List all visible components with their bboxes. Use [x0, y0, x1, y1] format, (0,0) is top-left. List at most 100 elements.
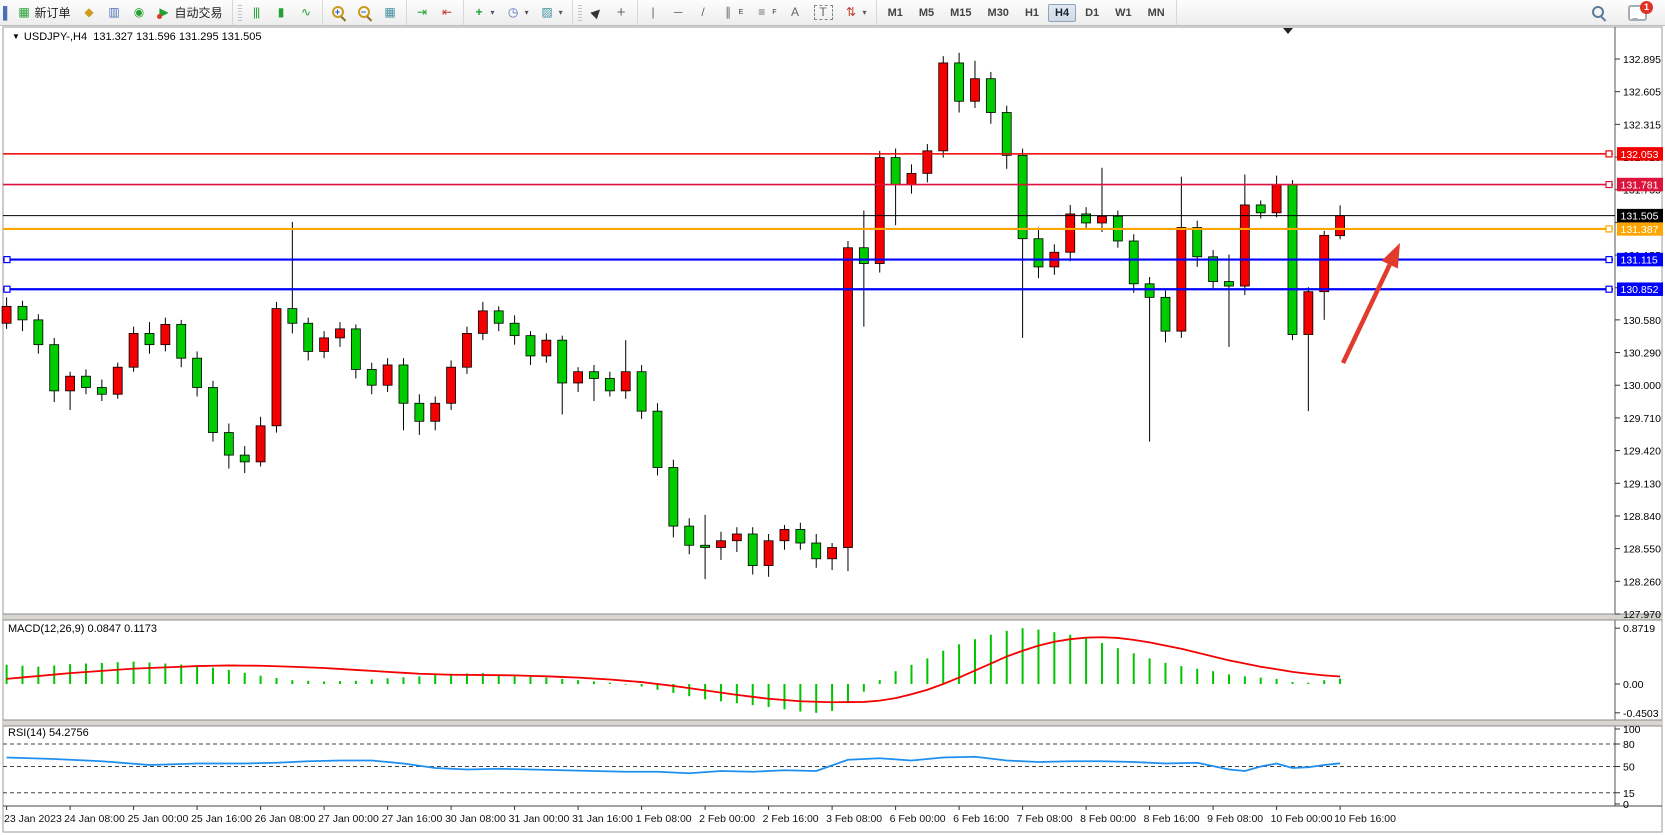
rsi-axis-label: 100: [1623, 724, 1641, 736]
label-tool-button[interactable]: T: [809, 2, 838, 23]
timeframe-H1[interactable]: H1: [1024, 6, 1039, 19]
bear-candle: [684, 525, 695, 546]
pane-splitter[interactable]: [3, 720, 1662, 726]
hline-handle-right[interactable]: [1605, 225, 1613, 233]
hline-handle-right[interactable]: [1605, 285, 1613, 293]
price-tick-label: 130.290: [1623, 348, 1661, 360]
community-button[interactable]: ◉: [128, 3, 151, 22]
trend-arrow-head[interactable]: [1381, 243, 1400, 269]
line-chart-button[interactable]: ∿: [295, 3, 318, 22]
bull-candle: [843, 247, 853, 548]
hline-handle-right[interactable]: [1605, 180, 1613, 189]
hline-handle-left[interactable]: [3, 285, 11, 293]
timeframe-M1[interactable]: M1: [887, 6, 903, 19]
time-tick-label: 27 Jan 16:00: [382, 813, 443, 825]
time-tick-label: 31 Jan 16:00: [572, 813, 633, 825]
toolbar-grip[interactable]: [577, 4, 582, 21]
time-tick-label: 10 Feb 16:00: [1334, 813, 1396, 825]
time-tick-label: 2 Feb 00:00: [699, 813, 755, 825]
candlestick-chart-button[interactable]: ▮: [270, 3, 293, 22]
text-tool-button[interactable]: A: [784, 3, 807, 22]
bull-candle: [716, 540, 726, 548]
vertical-line-button[interactable]: |: [642, 3, 665, 22]
chart-window-frame: [2, 26, 1663, 833]
autotrading-button[interactable]: ▶ 自动交易: [153, 1, 228, 24]
cursor-button[interactable]: ▶: [585, 3, 608, 22]
history-center-button[interactable]: ◆: [78, 3, 101, 22]
pane-splitter[interactable]: [3, 614, 1662, 620]
terminal-button[interactable]: ▥: [103, 3, 126, 22]
toolbar-grip[interactable]: [237, 4, 242, 21]
timeframe-M15[interactable]: M15: [950, 6, 972, 19]
bull-candle: [446, 366, 457, 404]
bear-candle: [1224, 281, 1234, 287]
timeframe-MN[interactable]: MN: [1147, 6, 1165, 19]
bull-candle: [922, 150, 933, 174]
time-axis[interactable]: 23 Jan 2023 24 Jan 08:00 25 Jan 00:00 25 Ja…: [4, 806, 1396, 825]
fibonacci-icon: ≡: [758, 5, 766, 19]
timeframe-M5[interactable]: M5: [918, 6, 935, 19]
notifications-button[interactable]: 1: [1623, 0, 1653, 24]
time-tick-label: 1 Feb 08:00: [636, 813, 692, 825]
add-indicator-button[interactable]: + ▾: [468, 3, 500, 22]
time-tick-label: 24 Jan 08:00: [64, 813, 125, 825]
macd-axis-label: 0.00: [1623, 679, 1644, 691]
trendline-button[interactable]: /: [692, 3, 715, 22]
bear-candle: [176, 323, 187, 359]
bull-candle: [65, 375, 75, 392]
bear-candle: [144, 332, 155, 346]
tile-windows-button[interactable]: ▦: [379, 3, 402, 22]
periods-button[interactable]: ◷ ▾: [502, 3, 534, 22]
templates-button[interactable]: ▨ ▾: [536, 3, 568, 22]
price-line-label-box: [1617, 147, 1663, 161]
bar-chart-button[interactable]: |||: [245, 3, 268, 22]
scroll-marker-icon[interactable]: [1283, 28, 1293, 34]
new-order-label: 新订单: [34, 6, 71, 20]
toolbar-group-zoom: + − ▦: [323, 0, 407, 25]
price-line-label-box: [1617, 208, 1663, 223]
horizontal-line-button[interactable]: ─: [667, 3, 690, 22]
price-tick-label: 127.970: [1623, 609, 1661, 621]
new-order-button[interactable]: ▦ 新订单: [13, 1, 76, 24]
zoom-out-button[interactable]: −: [353, 3, 377, 23]
channel-button[interactable]: ∥ E: [717, 3, 749, 22]
timeframe-W1[interactable]: W1: [1115, 6, 1132, 19]
fibonacci-button[interactable]: ≡ F: [750, 3, 781, 22]
trend-arrow-shaft[interactable]: [1340, 263, 1392, 364]
chevron-down-icon: ▾: [558, 8, 563, 17]
main-toolbar: ▌ ▦ 新订单 ◆ ▥ ◉ ▶ 自动交易 |||: [0, 0, 1665, 26]
hline-handle-right[interactable]: [1605, 255, 1613, 264]
bull-candle: [112, 366, 123, 395]
hline-handle-left[interactable]: [3, 255, 11, 264]
time-tick-label: 3 Feb 08:00: [826, 813, 882, 825]
timeframe-D1[interactable]: D1: [1085, 6, 1100, 19]
one-click-collapse-icon[interactable]: ▼: [12, 32, 20, 41]
bear-candle: [17, 305, 28, 321]
bear-candle: [33, 319, 44, 346]
rsi-axis-label: 80: [1623, 739, 1635, 751]
history-icon: ◆: [84, 5, 94, 19]
hline-handle-right[interactable]: [1605, 150, 1613, 158]
price-line-label-box: [1617, 222, 1663, 236]
bear-candle: [1208, 256, 1218, 282]
arrows-tool-button[interactable]: ⇅ ▾: [840, 3, 872, 22]
price-tick-label: 129.130: [1623, 478, 1661, 490]
templates-icon: ▨: [541, 5, 553, 19]
timeframe-M30[interactable]: M30: [987, 6, 1009, 19]
search-button[interactable]: [1587, 3, 1611, 23]
bear-candle: [1255, 204, 1266, 214]
new-order-icon: ▦: [18, 5, 30, 19]
timeframe-H4[interactable]: H4: [1048, 3, 1077, 22]
rsi-axis-label: 0: [1623, 799, 1629, 811]
chart-shift-button[interactable]: ⇤: [436, 3, 459, 22]
auto-scroll-button[interactable]: ⇥: [411, 3, 434, 22]
crosshair-button[interactable]: +: [610, 3, 633, 22]
toolbar-group-cursor: ▶ +: [573, 0, 638, 25]
bear-candle: [192, 357, 203, 388]
price-line-label: 131.387: [1621, 224, 1659, 236]
bull-candle: [763, 540, 774, 566]
zoom-in-button[interactable]: +: [327, 3, 351, 23]
macd-signal-line: [6, 636, 1341, 704]
price-line-label: 131.115: [1621, 255, 1658, 267]
